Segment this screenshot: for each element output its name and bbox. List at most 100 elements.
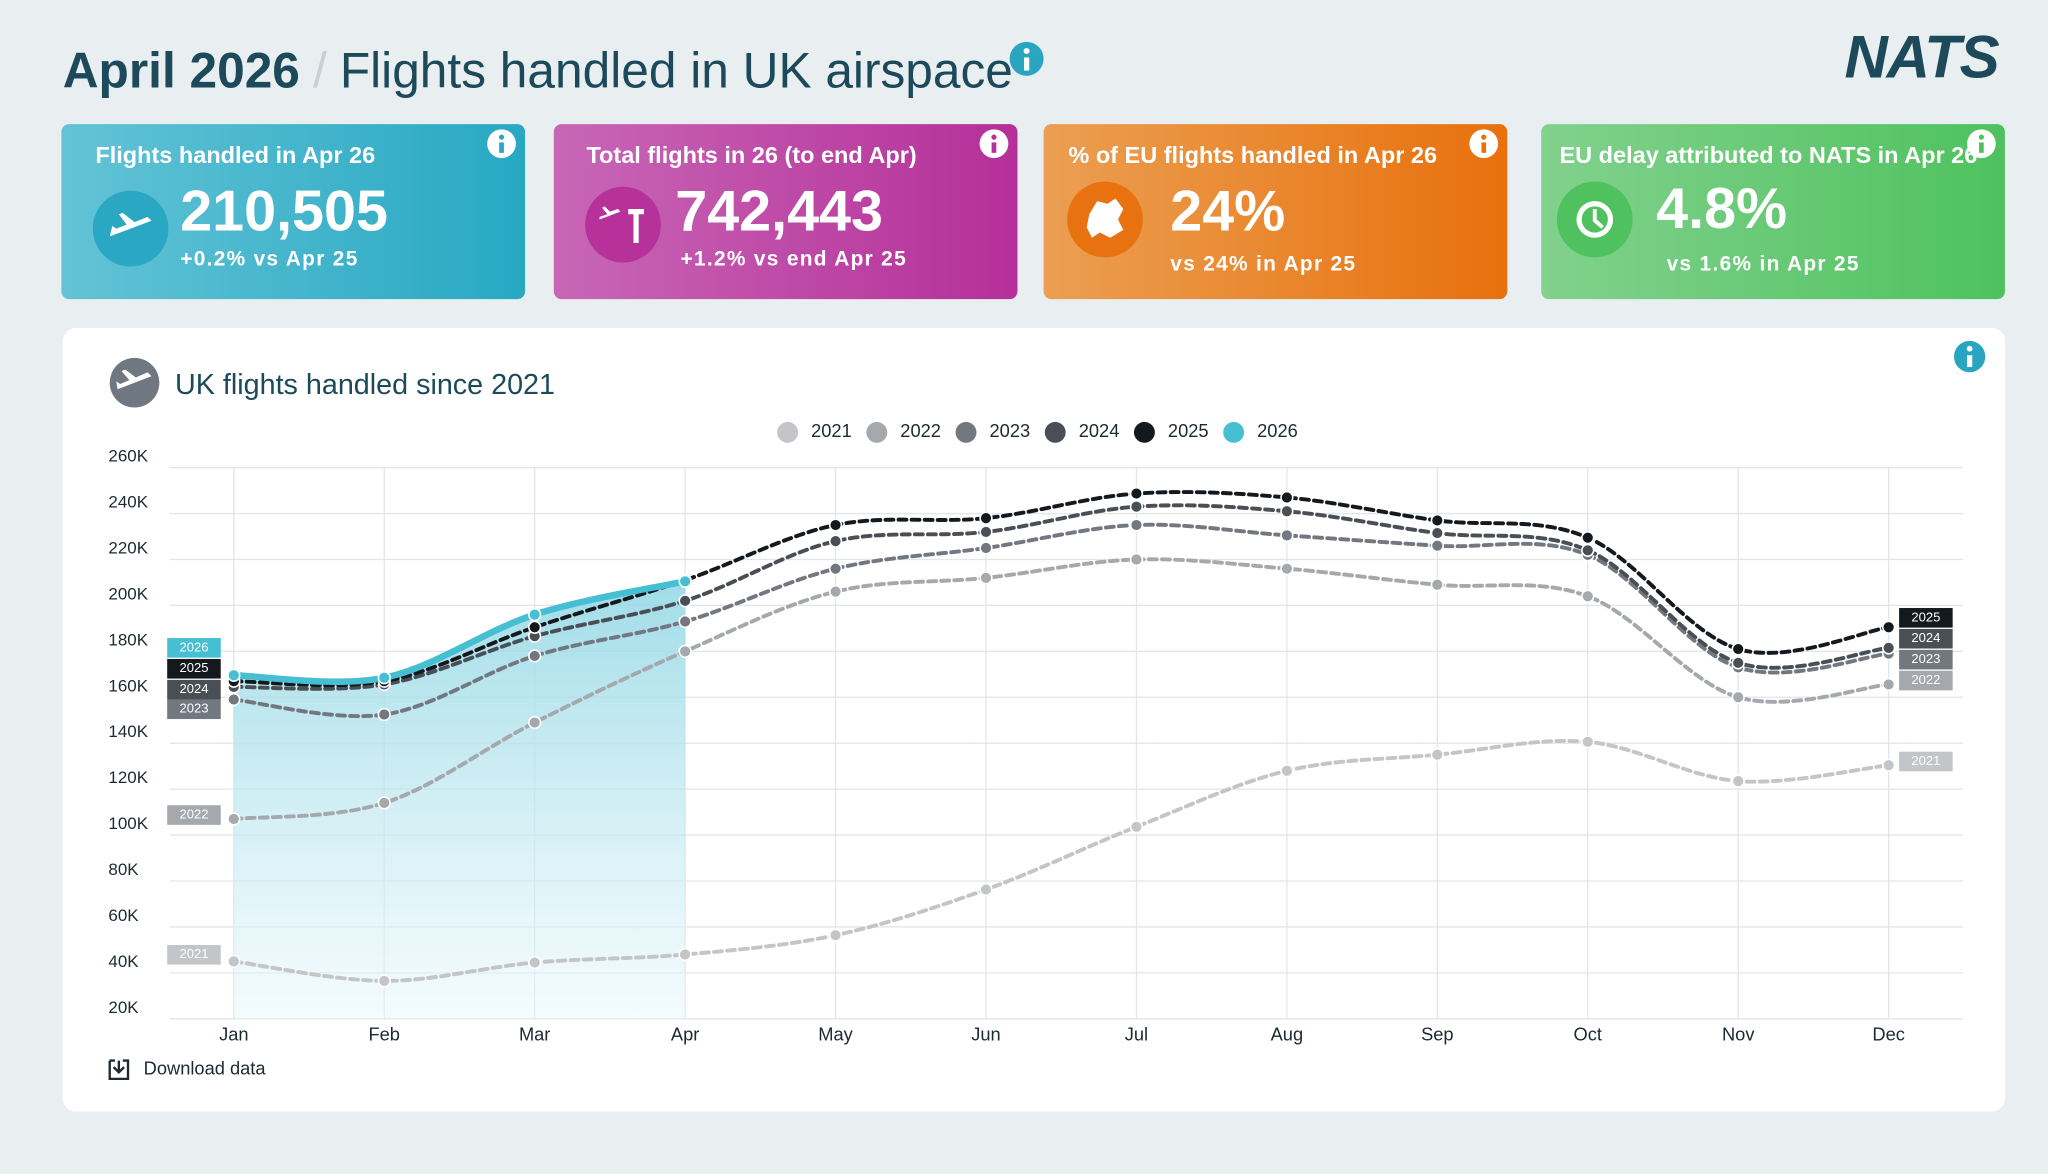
point [979,571,993,585]
point [1731,656,1745,670]
point [377,796,391,810]
card-value: 24% [1170,180,1285,244]
card-label: % of EU flights handled in Apr 26 [1068,142,1437,168]
point [1731,690,1745,704]
point [828,518,843,532]
point [528,649,542,663]
chart-info-icon[interactable] [1953,340,1986,373]
y-tick-label: 100K [108,814,148,833]
legend-marker [777,421,799,443]
card-comparison: vs 1.6% in Apr 25 [1667,253,1860,276]
y-tick-label: 60K [108,906,139,925]
point [1430,513,1444,528]
card-label: Flights handled in Apr 26 [95,142,375,168]
legend: 2021 2022 2023 2024 2025 2026 [777,420,1298,443]
point [1430,748,1444,762]
card-comparison: +1.2% vs end Apr 25 [680,247,907,270]
y-tick-label: 180K [108,630,148,649]
point [227,954,241,969]
point [1581,543,1595,557]
point [227,668,241,682]
series-end-tag [167,679,221,700]
point [678,644,692,659]
legend-label: 2022 [900,420,941,441]
series-end-label: 2026 [179,639,208,654]
point [828,534,843,548]
series-end-label: 2023 [179,701,208,716]
legend-marker [1223,421,1245,443]
y-tick-label: 200K [108,584,148,603]
series-end-label: 2021 [179,946,208,961]
info-stem [1979,142,1984,153]
info-icon[interactable] [979,129,1009,159]
series-end-tag [1899,751,1953,772]
card-label: Total flights in 26 (to end Apr) [586,142,916,168]
title-text: Flights handled in UK airspace [340,43,1013,99]
x-tick-label: Oct [1574,1024,1602,1045]
info-dot [1978,134,1984,140]
download-label[interactable]: Download data [144,1058,267,1079]
point [1280,562,1294,576]
kpi-card: EU delay attributed to NATS in Apr 26 4.8… [1541,124,2005,300]
series-end-tag [1899,649,1953,670]
line [231,738,1891,983]
series-end-label: 2024 [1911,630,1940,645]
kpi-card: % of EU flights handled in Apr 26 24% vs 2… [1043,124,1508,300]
point [678,574,692,588]
series-end-tag [167,699,221,720]
series-end-label: 2025 [179,660,208,675]
point [528,715,542,730]
series-end-tag [167,638,221,658]
info-dot [991,134,997,140]
card-bg [1043,124,1508,300]
card-value: 210,505 [180,180,388,244]
point [678,594,692,608]
y-tick-label: 80K [108,860,139,879]
title-info-icon[interactable] [1009,41,1044,76]
y-tick-label: 20K [108,998,139,1017]
point [1280,528,1294,543]
line [231,490,1891,688]
info-stem [991,142,997,153]
point [227,812,241,826]
card-label: EU delay attributed to NATS in Apr 26 [1560,142,1978,168]
line [231,503,1891,691]
point [979,525,993,539]
point [1430,526,1444,540]
download-button[interactable]: Download data [108,1058,267,1081]
x-tick-label: Jan [219,1024,248,1045]
series-end-tag [167,658,221,679]
point [979,511,993,525]
point [1581,531,1595,545]
x-tick-label: Nov [1722,1024,1755,1045]
series-end-tag [167,805,221,825]
x-tick-label: Jul [1125,1024,1148,1045]
legend-label: 2021 [811,420,852,441]
point [979,541,993,555]
info-icon[interactable] [1967,129,1996,159]
info-icon[interactable] [487,129,516,159]
point [828,928,843,942]
point [528,955,542,970]
card-value: 742,443 [675,180,883,244]
page-title: April 2026/Flights handled in UK airspac… [63,43,1013,99]
card-bg [61,124,526,300]
line [231,522,1891,719]
info-icon[interactable] [1469,129,1499,159]
legend-label: 2026 [1257,420,1298,441]
point [1430,578,1444,592]
series-end-label: 2022 [1911,672,1940,687]
card-bg [1541,124,2005,300]
card-value: 4.8% [1656,177,1787,241]
y-tick-label: 40K [108,952,139,971]
x-tick-label: May [818,1024,853,1045]
point [1129,500,1144,514]
point [828,584,843,599]
point [1881,641,1896,655]
title-bold: April 2026 [63,43,300,99]
x-tick-label: Jun [971,1024,1000,1045]
series-end-label: 2021 [1911,753,1940,768]
legend-label: 2023 [990,420,1031,441]
point [377,671,391,685]
